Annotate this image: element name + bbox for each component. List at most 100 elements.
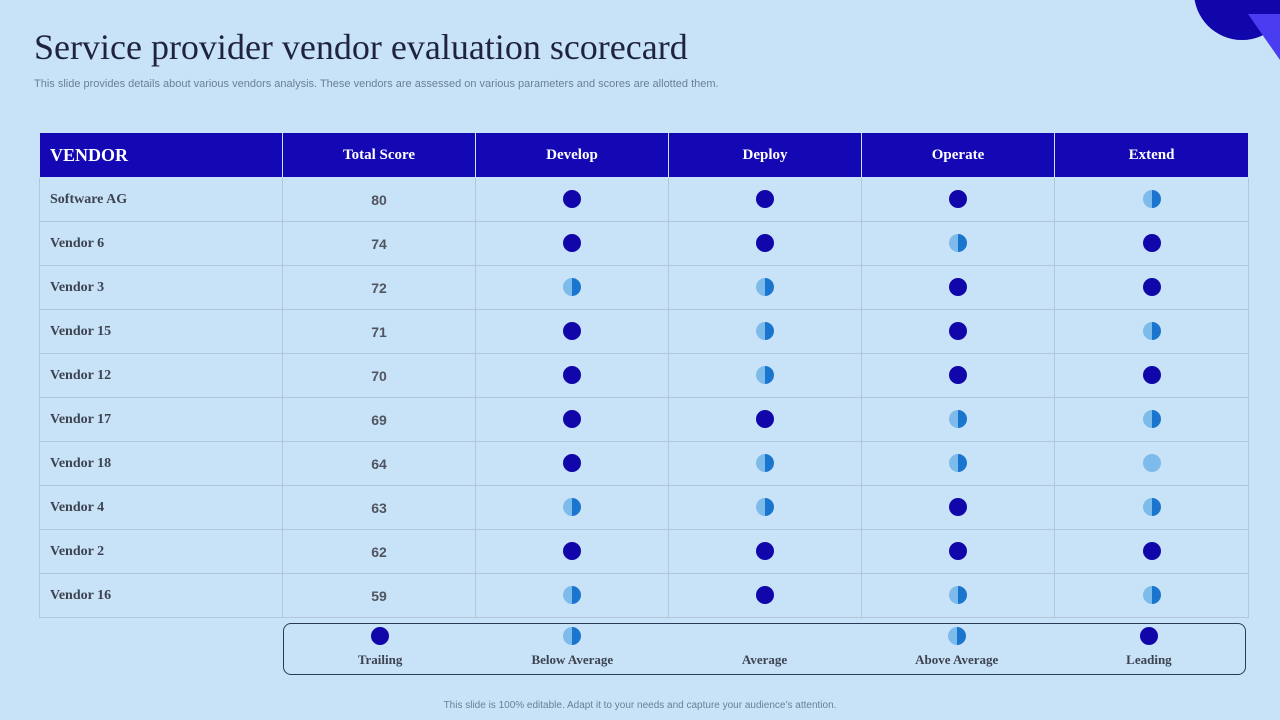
operate-rating-cell — [861, 309, 1055, 354]
column-header-develop: Develop — [475, 132, 669, 178]
legend-full-icon — [371, 627, 390, 645]
rating-full-icon — [949, 542, 967, 561]
rating-full-icon — [563, 234, 581, 253]
legend-item: Average — [668, 624, 860, 674]
rating-full-icon — [563, 454, 581, 473]
develop-rating-cell — [475, 485, 669, 530]
operate-rating-cell — [861, 485, 1055, 530]
table-row: Vendor 16 59 — [39, 573, 1249, 618]
vendor-name-cell: Vendor 18 — [39, 441, 283, 486]
rating-full-icon — [1142, 366, 1161, 385]
rating-full-icon — [949, 498, 967, 517]
table-row: Vendor 6 74 — [39, 221, 1249, 266]
column-header-vendor: VENDOR — [39, 132, 283, 178]
rating-half-icon — [756, 454, 774, 473]
operate-rating-cell — [861, 353, 1055, 398]
rating-half-icon — [1142, 498, 1161, 517]
vendor-name-cell: Vendor 17 — [39, 397, 283, 442]
deploy-rating-cell — [668, 397, 862, 442]
deploy-rating-cell — [668, 485, 862, 530]
column-header-operate: Operate — [861, 132, 1055, 178]
rating-half-icon — [1142, 410, 1161, 429]
table-row: Vendor 12 70 — [39, 353, 1249, 398]
table-body: Software AG 80 Vendor 6 74 Vendor 3 72 Vendor … — [39, 177, 1249, 618]
total-score-cell: 71 — [282, 309, 476, 354]
rating-full-icon — [563, 190, 581, 209]
column-header-deploy: Deploy — [668, 132, 862, 178]
rating-full-icon — [1142, 234, 1161, 253]
total-score-cell: 74 — [282, 221, 476, 266]
vendor-name-cell: Vendor 15 — [39, 309, 283, 354]
rating-full-icon — [756, 410, 774, 429]
rating-full-icon — [756, 586, 774, 605]
rating-half-icon — [756, 322, 774, 341]
extend-rating-cell — [1054, 529, 1249, 574]
table-header-row: VENDOR Total Score Develop Deploy Operat… — [39, 132, 1249, 178]
total-score-cell: 59 — [282, 573, 476, 618]
column-header-total-score: Total Score — [282, 132, 476, 178]
legend-label: Below Average — [531, 652, 614, 667]
legend-label: Above Average — [915, 652, 999, 667]
rating-legend: Trailing Below Average Average Above Averag… — [283, 623, 1246, 675]
table-row: Vendor 4 63 — [39, 485, 1249, 530]
extend-rating-cell — [1054, 265, 1249, 310]
operate-rating-cell — [861, 573, 1055, 618]
legend-item: Trailing — [284, 624, 476, 674]
rating-half-icon — [1142, 322, 1161, 341]
vendor-name-cell: Vendor 12 — [39, 353, 283, 398]
deploy-rating-cell — [668, 177, 862, 222]
rating-half-icon — [949, 454, 967, 473]
legend-half-icon — [947, 627, 966, 645]
rating-full-icon — [756, 234, 774, 253]
table-row: Vendor 18 64 — [39, 441, 1249, 486]
rating-half-icon — [563, 278, 581, 297]
deploy-rating-cell — [668, 529, 862, 574]
total-score-cell: 64 — [282, 441, 476, 486]
extend-rating-cell — [1054, 221, 1249, 266]
deploy-rating-cell — [668, 265, 862, 310]
table-row: Vendor 17 69 — [39, 397, 1249, 442]
develop-rating-cell — [475, 353, 669, 398]
vendor-name-cell: Vendor 16 — [39, 573, 283, 618]
corner-decoration-icon — [1194, 0, 1280, 60]
operate-rating-cell — [861, 265, 1055, 310]
operate-rating-cell — [861, 221, 1055, 266]
total-score-cell: 63 — [282, 485, 476, 530]
rating-full-icon — [949, 278, 967, 297]
rating-full-icon — [563, 410, 581, 429]
operate-rating-cell — [861, 177, 1055, 222]
rating-full-icon — [563, 322, 581, 341]
vendor-name-cell: Vendor 2 — [39, 529, 283, 574]
rating-half-icon — [563, 498, 581, 517]
extend-rating-cell — [1054, 397, 1249, 442]
rating-half-icon — [756, 278, 774, 297]
extend-rating-cell — [1054, 573, 1249, 618]
legend-label: Leading — [1126, 652, 1172, 667]
slide-title: Service provider vendor evaluation score… — [34, 27, 688, 67]
rating-half-icon — [756, 498, 774, 517]
rating-full-icon — [1142, 278, 1161, 297]
operate-rating-cell — [861, 441, 1055, 486]
rating-full-icon — [949, 366, 967, 385]
legend-item: Below Average — [476, 624, 668, 674]
rating-half-icon — [563, 586, 581, 605]
rating-full-icon — [949, 322, 967, 341]
total-score-cell: 80 — [282, 177, 476, 222]
slide-subtitle: This slide provides details about variou… — [34, 78, 719, 90]
column-header-extend: Extend — [1054, 132, 1249, 178]
rating-full-icon — [949, 190, 967, 209]
table-row: Software AG 80 — [39, 177, 1249, 222]
operate-rating-cell — [861, 397, 1055, 442]
table-row: Vendor 15 71 — [39, 309, 1249, 354]
rating-half-icon — [756, 366, 774, 385]
extend-rating-cell — [1054, 353, 1249, 398]
rating-half-icon — [1142, 586, 1161, 605]
rating-full-icon — [563, 366, 581, 385]
rating-half-icon — [1142, 190, 1161, 209]
develop-rating-cell — [475, 221, 669, 266]
develop-rating-cell — [475, 529, 669, 574]
vendor-name-cell: Vendor 3 — [39, 265, 283, 310]
rating-full-icon — [756, 190, 774, 209]
rating-full-icon — [563, 542, 581, 561]
develop-rating-cell — [475, 397, 669, 442]
